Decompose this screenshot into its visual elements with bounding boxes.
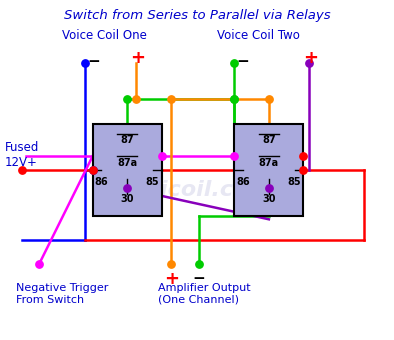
Text: +: +	[130, 49, 145, 67]
Text: 87a: 87a	[117, 158, 137, 168]
Text: Switch from Series to Parallel via Relays: Switch from Series to Parallel via Relay…	[64, 9, 330, 22]
Point	[168, 96, 175, 101]
Point	[300, 167, 307, 173]
Point	[82, 60, 88, 66]
Point	[266, 96, 272, 101]
Text: +: +	[164, 270, 179, 288]
Point	[158, 154, 165, 159]
Bar	[93, 124, 162, 216]
Point	[231, 96, 238, 101]
Point	[36, 261, 43, 266]
Point	[231, 96, 238, 101]
Text: 87: 87	[120, 135, 134, 145]
Point	[124, 96, 130, 101]
Text: 30: 30	[120, 194, 134, 204]
Text: −: −	[237, 54, 249, 69]
Point	[300, 154, 307, 159]
Point	[266, 186, 272, 191]
Text: +: +	[303, 49, 318, 67]
Point	[19, 167, 25, 173]
Text: Voice Coil Two: Voice Coil Two	[217, 29, 299, 42]
Text: 85: 85	[146, 177, 160, 187]
Text: 86: 86	[95, 177, 108, 187]
Text: Amplifier Output
(One Channel): Amplifier Output (One Channel)	[158, 283, 250, 305]
Text: 85: 85	[288, 177, 301, 187]
Text: Voice Coil One: Voice Coil One	[62, 29, 147, 42]
Text: 87a: 87a	[259, 158, 279, 168]
Point	[89, 167, 96, 173]
Point	[133, 96, 139, 101]
Point	[306, 60, 312, 66]
Text: Negative Trigger
From Switch: Negative Trigger From Switch	[16, 283, 108, 305]
Bar	[234, 124, 303, 216]
Text: −: −	[87, 54, 100, 69]
Point	[124, 186, 130, 191]
Text: 86: 86	[236, 177, 250, 187]
Point	[231, 60, 238, 66]
Text: 30: 30	[262, 194, 276, 204]
Text: diyicoil.com: diyicoil.com	[122, 181, 272, 200]
Text: 87: 87	[262, 135, 276, 145]
Point	[196, 261, 202, 266]
Point	[89, 167, 96, 173]
Point	[231, 154, 238, 159]
Point	[168, 261, 175, 266]
Text: Fused
12V+: Fused 12V+	[5, 141, 39, 169]
Text: −: −	[193, 271, 205, 286]
